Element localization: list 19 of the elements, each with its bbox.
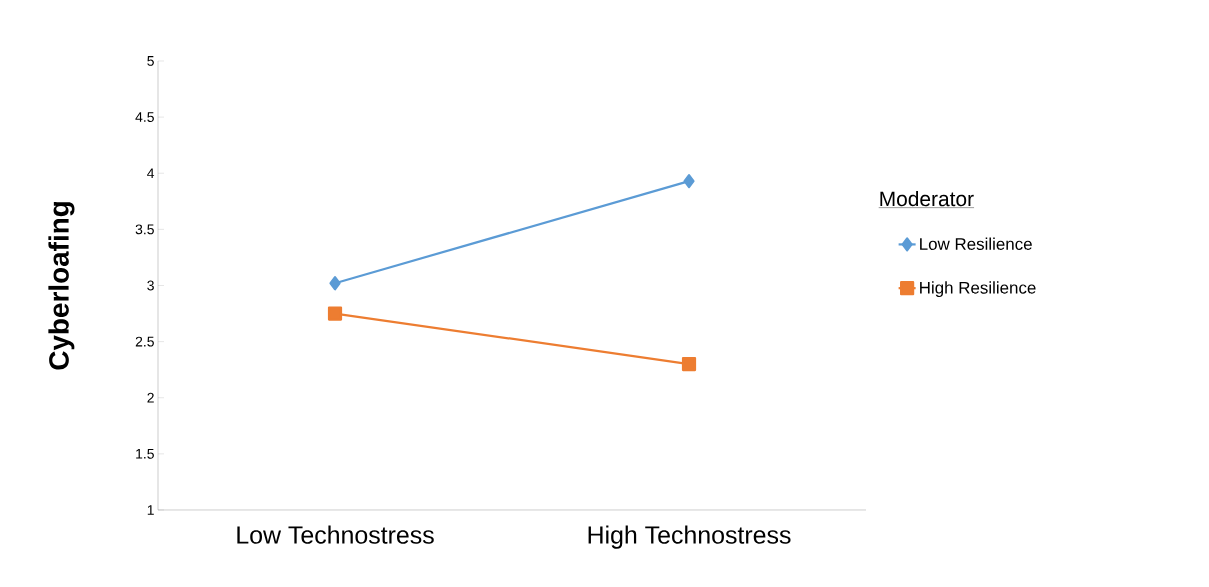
x-tick-label: Low Technostress — [237, 525, 434, 544]
y-tick-label: 4 — [147, 168, 155, 179]
y-tick-label: 2.5 — [135, 336, 154, 347]
x-tick-label: High Technostress — [588, 525, 791, 549]
y-tick-label: 3.5 — [135, 224, 154, 235]
y-tick-label: 3 — [147, 280, 154, 291]
y-axis-title: Cyberloafing — [48, 202, 75, 370]
legend-label: High Resilience — [920, 281, 1036, 298]
point — [683, 173, 695, 189]
y-tick-label: 4.5 — [135, 112, 154, 122]
point — [327, 306, 343, 321]
y-tick-label: 1.5 — [136, 449, 154, 459]
legend-label: Low Resilience — [920, 237, 1032, 250]
y-tick-label: 2 — [147, 392, 154, 403]
y-tick-label: 5 — [147, 56, 154, 66]
point — [329, 276, 341, 291]
point — [681, 356, 697, 372]
y-tick-label: 1 — [147, 505, 154, 515]
legend-title: Moderator — [880, 190, 974, 207]
